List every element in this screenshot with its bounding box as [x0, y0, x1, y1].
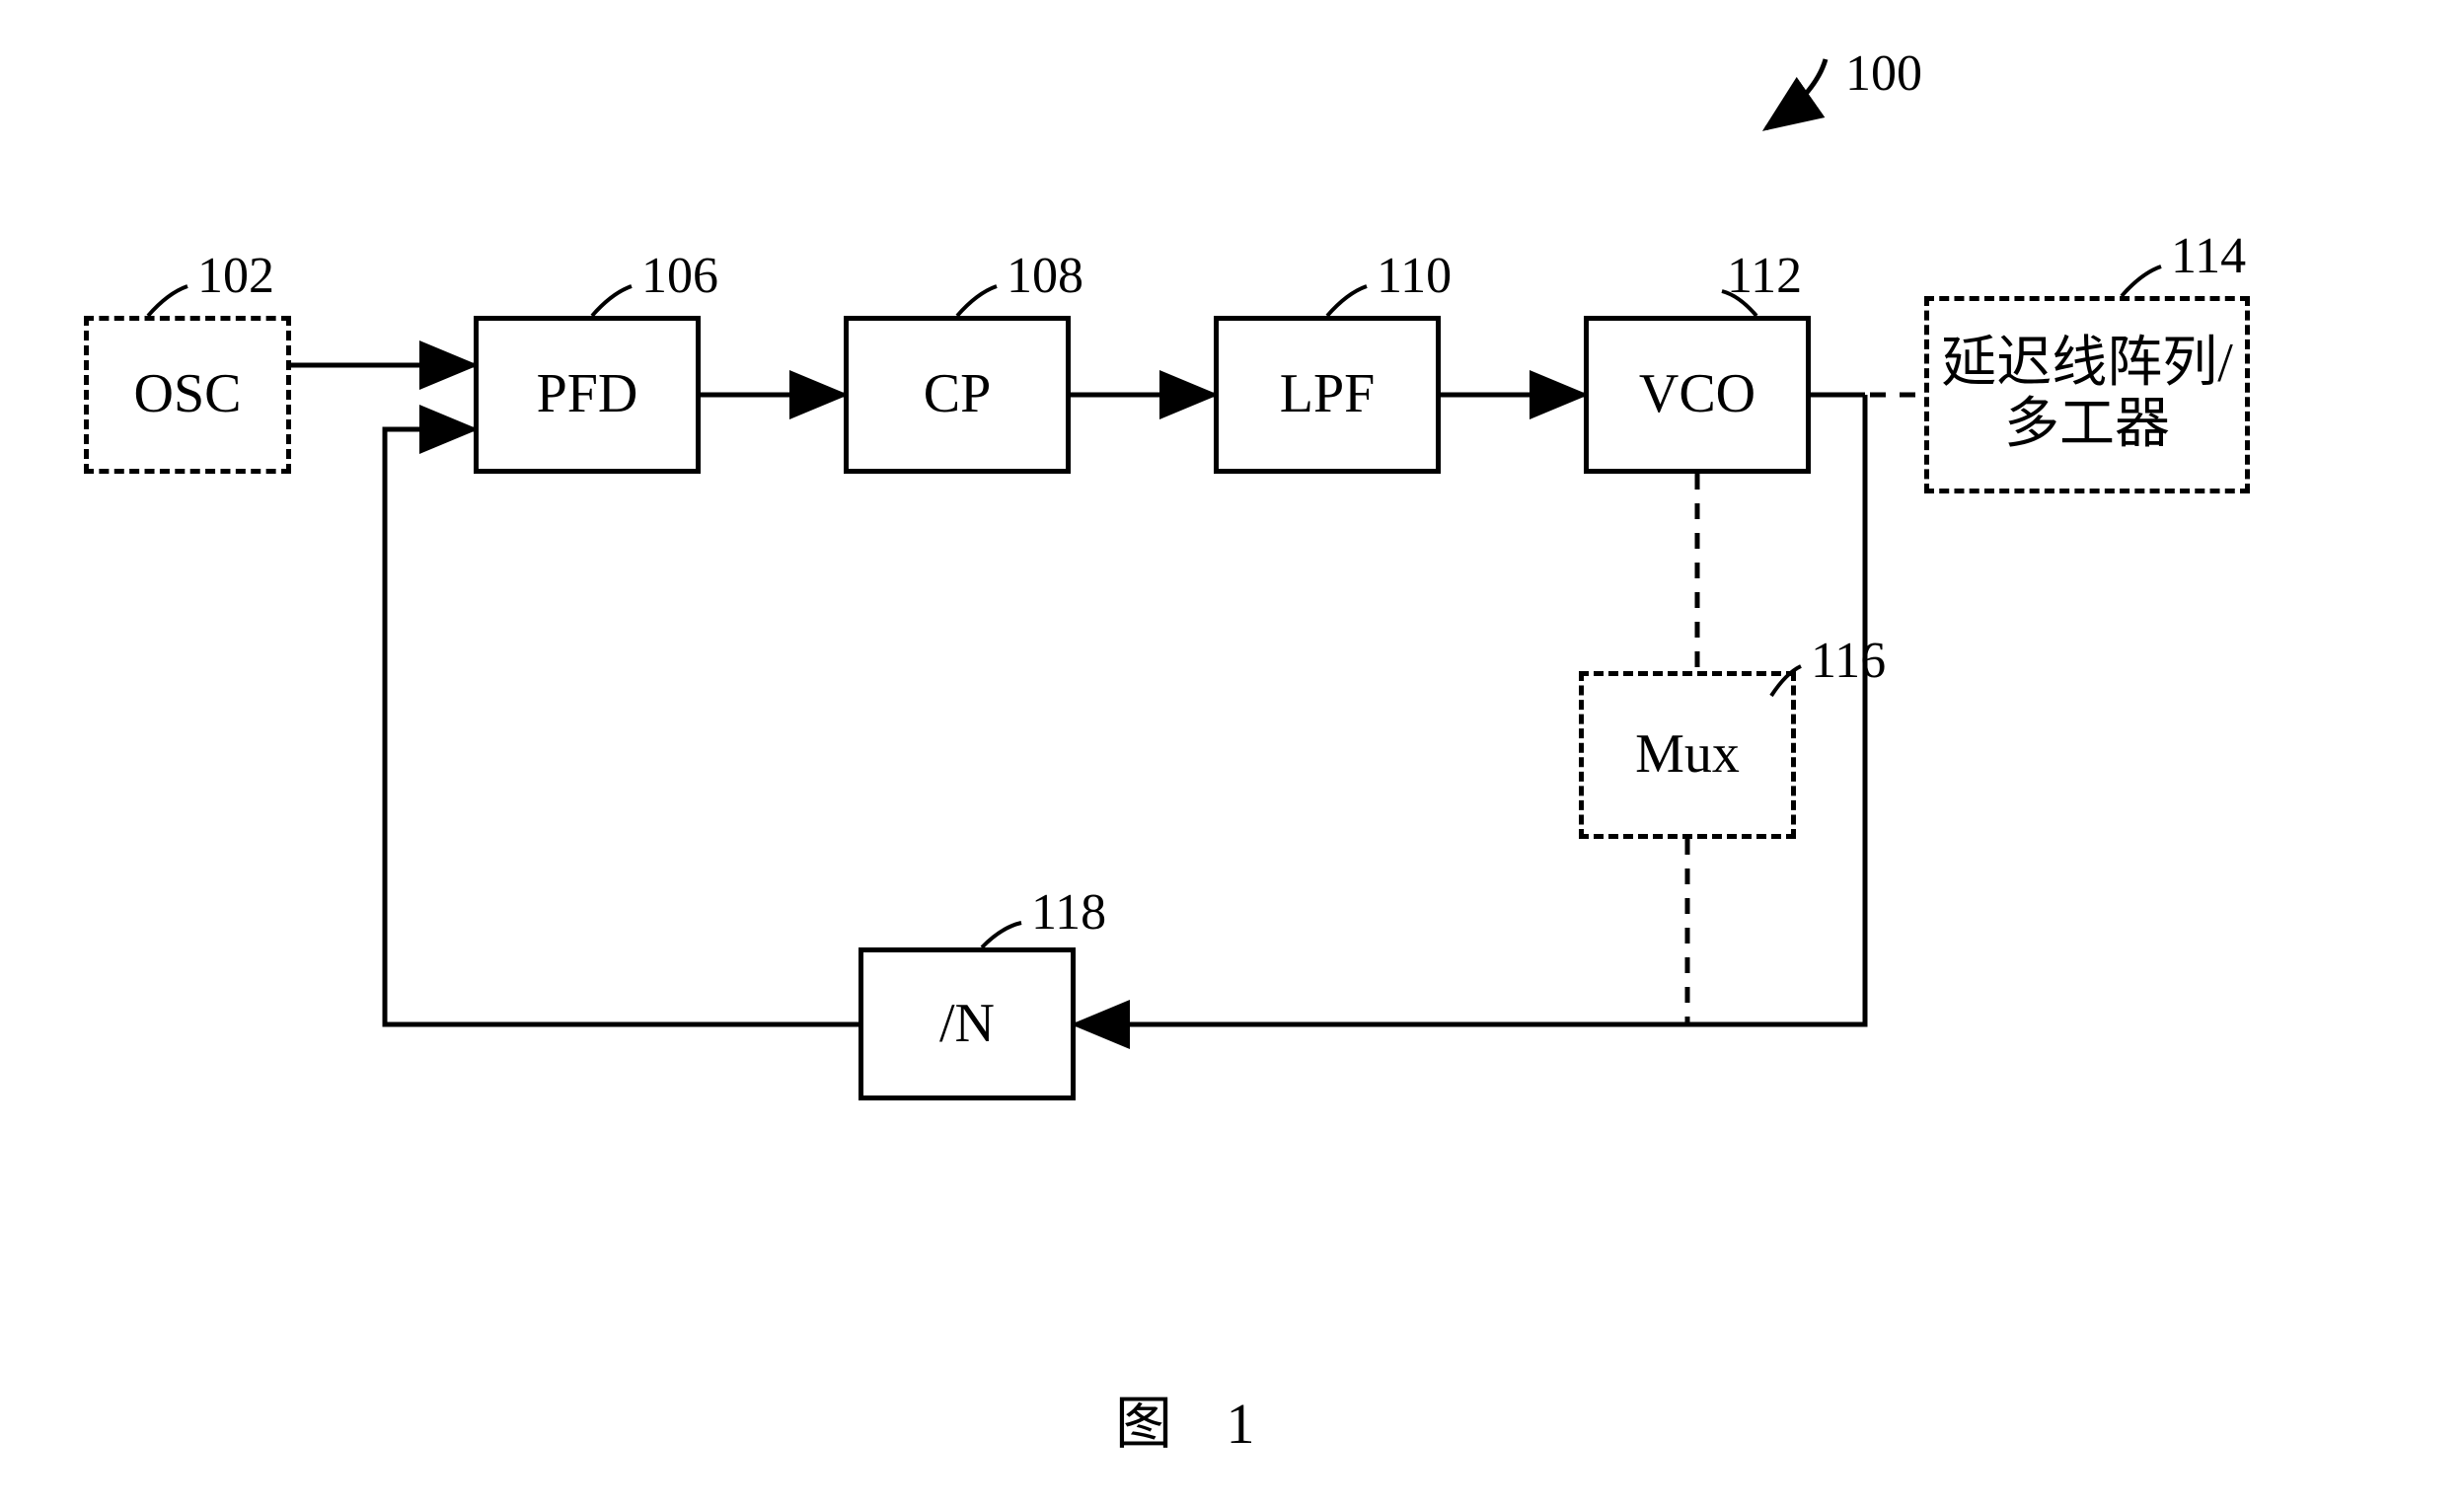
ref-label-108: 108: [1007, 247, 1083, 305]
ref-label-116: 116: [1811, 632, 1886, 690]
ref-label-118: 118: [1031, 883, 1106, 942]
cp-label: CP: [924, 364, 992, 425]
ref-label-112: 112: [1727, 247, 1802, 305]
delay-label: 延迟线阵列/多工器: [1929, 334, 2245, 455]
ref-label-114: 114: [2171, 227, 2246, 285]
lpf-label: LPF: [1280, 364, 1376, 425]
cp-block: CP: [844, 316, 1071, 474]
vco-label: VCO: [1639, 364, 1755, 425]
divn-block: /N: [859, 947, 1076, 1100]
delay-block: 延迟线阵列/多工器: [1924, 296, 2250, 493]
divn-label: /N: [939, 994, 995, 1055]
osc-block: OSC: [84, 316, 291, 474]
osc-label: OSC: [134, 364, 242, 425]
ref-label-106: 106: [641, 247, 718, 305]
lpf-block: LPF: [1214, 316, 1441, 474]
connection-lines: [0, 0, 2464, 1510]
vco-block: VCO: [1584, 316, 1811, 474]
ref-label-110: 110: [1377, 247, 1452, 305]
mux-label: Mux: [1635, 724, 1740, 786]
ref-label-100: 100: [1845, 44, 1922, 103]
pfd-label: PFD: [537, 364, 638, 425]
ref-label-102: 102: [197, 247, 274, 305]
pfd-block: PFD: [474, 316, 701, 474]
mux-block: Mux: [1579, 671, 1796, 839]
figure-caption: 图 1: [1115, 1377, 1275, 1460]
